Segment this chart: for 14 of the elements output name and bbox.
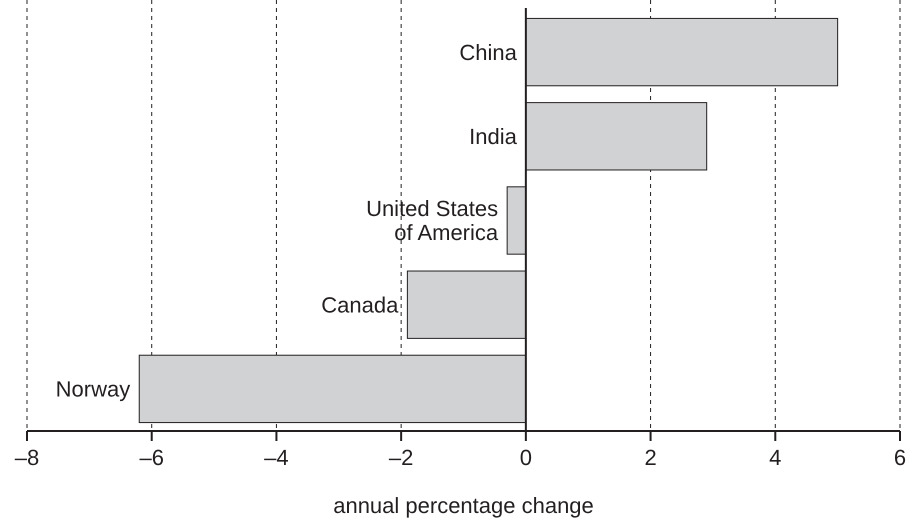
x-tick-label: –6 bbox=[139, 445, 164, 470]
x-tick-label: 2 bbox=[644, 445, 657, 470]
x-tick-label: 0 bbox=[520, 445, 532, 470]
y-tick-label: United States of America bbox=[366, 196, 499, 246]
x-axis-title: annual percentage change bbox=[333, 493, 594, 518]
x-tick-label: 6 bbox=[894, 445, 906, 470]
x-tick-label: –2 bbox=[388, 445, 414, 470]
y-tick-label: India bbox=[469, 124, 518, 149]
y-tick-label: Norway bbox=[56, 376, 130, 402]
y-tick-label: China bbox=[459, 40, 518, 65]
x-tick-label: –8 bbox=[14, 445, 40, 470]
y-tick-label: Canada bbox=[321, 292, 400, 318]
x-tick-label: 4 bbox=[769, 445, 782, 470]
x-tick-label: –4 bbox=[264, 445, 289, 470]
